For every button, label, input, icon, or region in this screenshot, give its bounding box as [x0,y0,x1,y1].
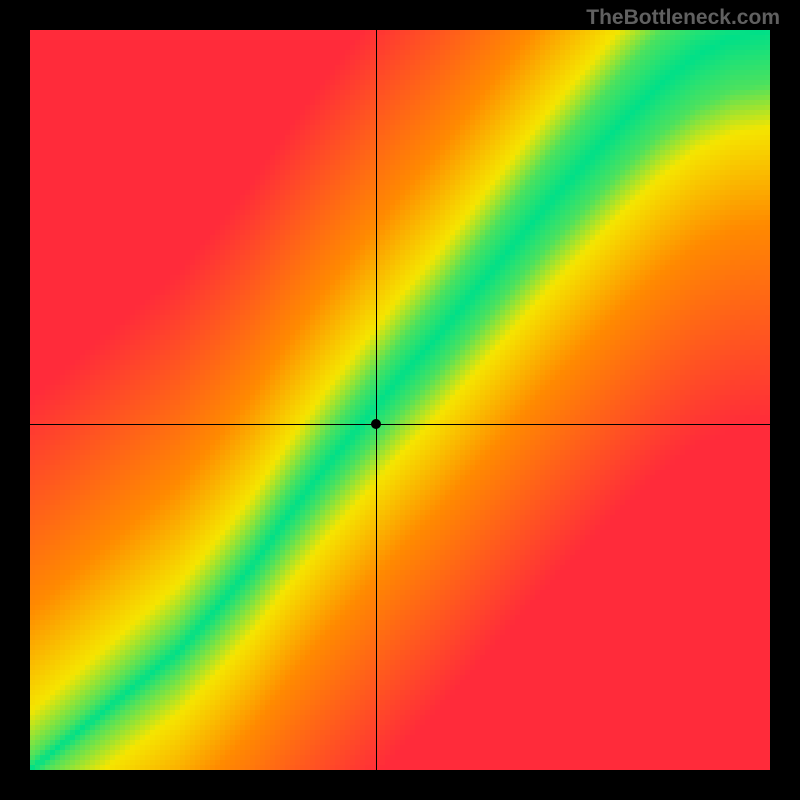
crosshair-horizontal [30,424,770,425]
crosshair-vertical [376,30,377,770]
heatmap-plot [30,30,770,770]
heatmap-canvas [30,30,770,770]
watermark-text: TheBottleneck.com [586,6,780,30]
crosshair-marker [371,419,381,429]
